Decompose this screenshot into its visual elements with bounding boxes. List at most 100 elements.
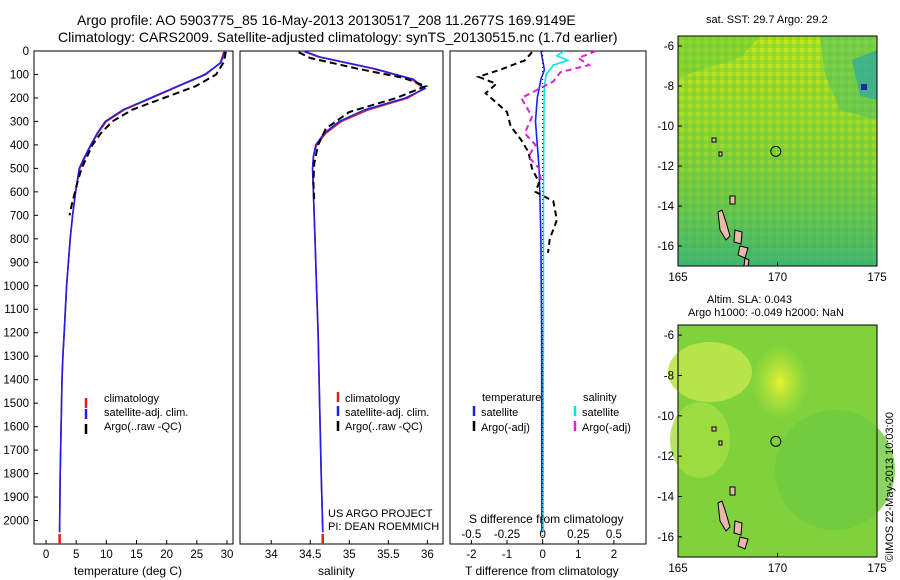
x-tick-label: 30 bbox=[221, 549, 234, 561]
sla-map-title-1: Altim. SLA: 0.043 bbox=[707, 294, 792, 306]
legend-argo: Argo(..raw -QC) bbox=[104, 421, 182, 433]
map-y-tick-label: -16 bbox=[657, 241, 674, 253]
x-tick-label: 35.5 bbox=[377, 549, 399, 561]
y-tick-label: 600 bbox=[10, 187, 29, 199]
island bbox=[711, 137, 717, 143]
island bbox=[711, 426, 717, 432]
series-argo-raw-qc- bbox=[298, 51, 429, 199]
y-tick-label: 100 bbox=[10, 69, 29, 81]
legend-climatology: climatology bbox=[345, 393, 401, 405]
y-tick-label: 1900 bbox=[3, 492, 29, 504]
sla-map-axis: 165 170 175 -6 -8 -10 -12 -14 -16 bbox=[657, 330, 886, 575]
pi-annotation: PI: DEAN ROEMMICH bbox=[328, 521, 439, 533]
y-tick-label: 200 bbox=[10, 93, 29, 105]
x-tick-label: 0 bbox=[539, 549, 545, 561]
islands bbox=[711, 137, 750, 267]
series-s-argo-adj- bbox=[519, 50, 597, 181]
sst-map-title: sat. SST: 29.7 Argo: 29.2 bbox=[706, 14, 828, 26]
map-x-tick-label: 175 bbox=[867, 272, 886, 284]
map-y-tick-label: -10 bbox=[657, 411, 674, 423]
series-t-argo-adj- bbox=[475, 51, 558, 254]
figure-title: Argo profile: AO 5903775_85 16-May-2013 … bbox=[77, 12, 576, 28]
x-tick-label: 2 bbox=[611, 549, 617, 561]
island bbox=[718, 440, 723, 446]
legend-temperature-header: temperature bbox=[482, 392, 541, 404]
sla-map-panel: Altim. SLA: 0.043 Argo h1000: -0.049 h20… bbox=[657, 294, 895, 575]
map-y-tick-label: -12 bbox=[657, 161, 674, 173]
sla-high bbox=[752, 344, 808, 420]
temperature-lines bbox=[58, 50, 227, 544]
figure-subtitle: Climatology: CARS2009. Satellite-adjuste… bbox=[58, 29, 618, 45]
salinity-axes bbox=[239, 50, 444, 545]
legend-salinity-header: salinity bbox=[583, 392, 617, 404]
x-tick-label: -1 bbox=[502, 549, 512, 561]
legend-argo: Argo(..raw -QC) bbox=[345, 421, 423, 433]
map-y-tick-label: -16 bbox=[657, 532, 674, 544]
island bbox=[729, 195, 736, 205]
depth-axis: 0 100 200 300 400 500 600 700 800 900 1000 1100 1200… bbox=[3, 46, 38, 528]
s-tick-label: -0.25 bbox=[494, 529, 520, 541]
x-tick-label: 25 bbox=[190, 549, 203, 561]
difference-lines bbox=[475, 50, 597, 544]
temperature-axes bbox=[33, 50, 234, 545]
y-tick-label: 2000 bbox=[3, 516, 29, 528]
map-x-tick-label: 175 bbox=[867, 563, 886, 575]
salinity-lines bbox=[298, 50, 429, 544]
temperature-xlabel: temperature (deg C) bbox=[74, 564, 182, 578]
y-tick-label: 1800 bbox=[3, 469, 29, 481]
y-tick-label: 1700 bbox=[3, 445, 29, 457]
t-difference-label: T difference from climatology bbox=[465, 564, 619, 578]
sla-high bbox=[668, 342, 752, 402]
island bbox=[717, 500, 731, 532]
series-argo-raw-qc- bbox=[68, 51, 227, 216]
map-y-tick-label: -8 bbox=[664, 370, 674, 382]
sst-patch bbox=[852, 50, 877, 100]
x-tick-label: 34 bbox=[265, 549, 278, 561]
island bbox=[717, 209, 731, 241]
y-tick-label: 800 bbox=[10, 234, 29, 246]
x-tick-label: 5 bbox=[73, 549, 79, 561]
map-y-tick-label: -12 bbox=[657, 451, 674, 463]
argo-location-marker bbox=[770, 435, 782, 447]
salinity-panel: 34 34.5 35 35.5 36 salinity climatology sate… bbox=[239, 50, 444, 578]
sst-map-axis: 165 170 175 -6 -8 -10 -12 -14 -16 bbox=[657, 41, 886, 284]
sst-cold-pixel bbox=[861, 84, 867, 90]
legend-satellite: satellite-adj. clim. bbox=[345, 407, 429, 419]
x-tick-label: 10 bbox=[100, 549, 113, 561]
y-tick-label: 1200 bbox=[3, 328, 29, 340]
island bbox=[743, 257, 750, 267]
map-y-tick-label: -6 bbox=[664, 41, 674, 53]
legend-s-argo: Argo(-adj) bbox=[582, 422, 631, 434]
map-x-tick-label: 170 bbox=[768, 272, 787, 284]
legend-s-satellite: satellite bbox=[582, 407, 619, 419]
legend-t-satellite: satellite bbox=[481, 407, 518, 419]
sst-patch bbox=[678, 36, 760, 78]
y-tick-label: 400 bbox=[10, 140, 29, 152]
y-tick-label: 500 bbox=[10, 163, 29, 175]
y-tick-label: 0 bbox=[23, 46, 29, 58]
difference-axes bbox=[449, 50, 647, 545]
map-y-tick-label: -6 bbox=[664, 330, 674, 342]
sst-map-panel: sat. SST: 29.7 Argo: 29.2 165 170 175 -6 -8 -… bbox=[657, 14, 886, 284]
map-y-tick-label: -8 bbox=[664, 81, 674, 93]
salinity-xlabel: salinity bbox=[318, 564, 355, 578]
temperature-x-axis: 0 5 10 15 20 25 30 bbox=[43, 540, 234, 561]
map-y-tick-label: -14 bbox=[657, 491, 674, 503]
sla-high bbox=[670, 402, 730, 478]
temperature-panel: 0100200300400500600700800900100011001200… bbox=[3, 46, 234, 578]
project-annotation: US ARGO PROJECT bbox=[328, 508, 433, 520]
x-tick-label: 34.5 bbox=[299, 549, 321, 561]
y-tick-label: 1400 bbox=[3, 375, 29, 387]
map-x-tick-label: 165 bbox=[668, 272, 687, 284]
x-tick-label: 20 bbox=[160, 549, 173, 561]
map-y-tick-label: -10 bbox=[657, 121, 674, 133]
y-tick-label: 1500 bbox=[3, 398, 29, 410]
island bbox=[733, 520, 743, 536]
island bbox=[733, 229, 743, 245]
legend-climatology: climatology bbox=[104, 393, 160, 405]
salinity-x-axis: 34 34.5 35 35.5 36 bbox=[265, 540, 434, 561]
argo-location-marker bbox=[770, 145, 782, 157]
series-satellite-adj-clim- bbox=[58, 50, 226, 533]
island bbox=[718, 151, 723, 157]
